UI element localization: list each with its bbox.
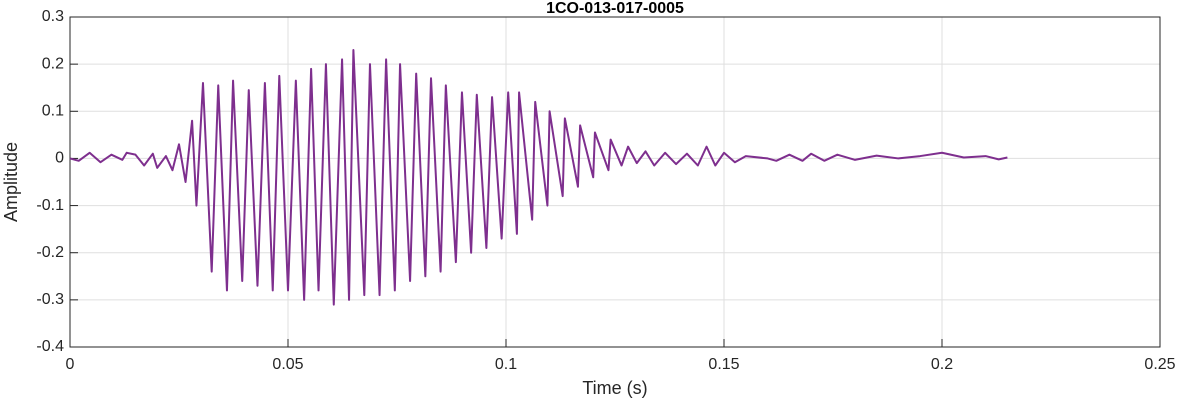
y-tick-label: -0.1 bbox=[36, 197, 64, 214]
x-tick-label: 0.25 bbox=[1144, 356, 1175, 373]
y-tick-label: 0.1 bbox=[42, 103, 64, 120]
x-tick-label: 0.05 bbox=[272, 356, 303, 373]
y-tick-label: 0 bbox=[55, 150, 64, 167]
x-axis-label: Time (s) bbox=[582, 378, 647, 398]
x-tick-label: 0.1 bbox=[495, 356, 517, 373]
plot-area bbox=[70, 17, 1160, 347]
y-tick-label: -0.4 bbox=[36, 338, 64, 355]
plot-frame bbox=[69, 16, 1161, 348]
y-tick-label: 0.2 bbox=[42, 55, 64, 72]
y-tick-label: -0.2 bbox=[36, 244, 64, 261]
x-tick-label: 0.15 bbox=[708, 356, 739, 373]
x-tick-label: 0 bbox=[66, 356, 75, 373]
x-tick-label: 0.2 bbox=[931, 356, 953, 373]
y-tick-label: -0.3 bbox=[36, 291, 64, 308]
chart-title: 1CO-013-017-0005 bbox=[546, 0, 684, 17]
y-axis-label: Amplitude bbox=[1, 142, 21, 222]
y-tick-label: 0.3 bbox=[42, 8, 64, 25]
waveform-line bbox=[69, 49, 1008, 306]
